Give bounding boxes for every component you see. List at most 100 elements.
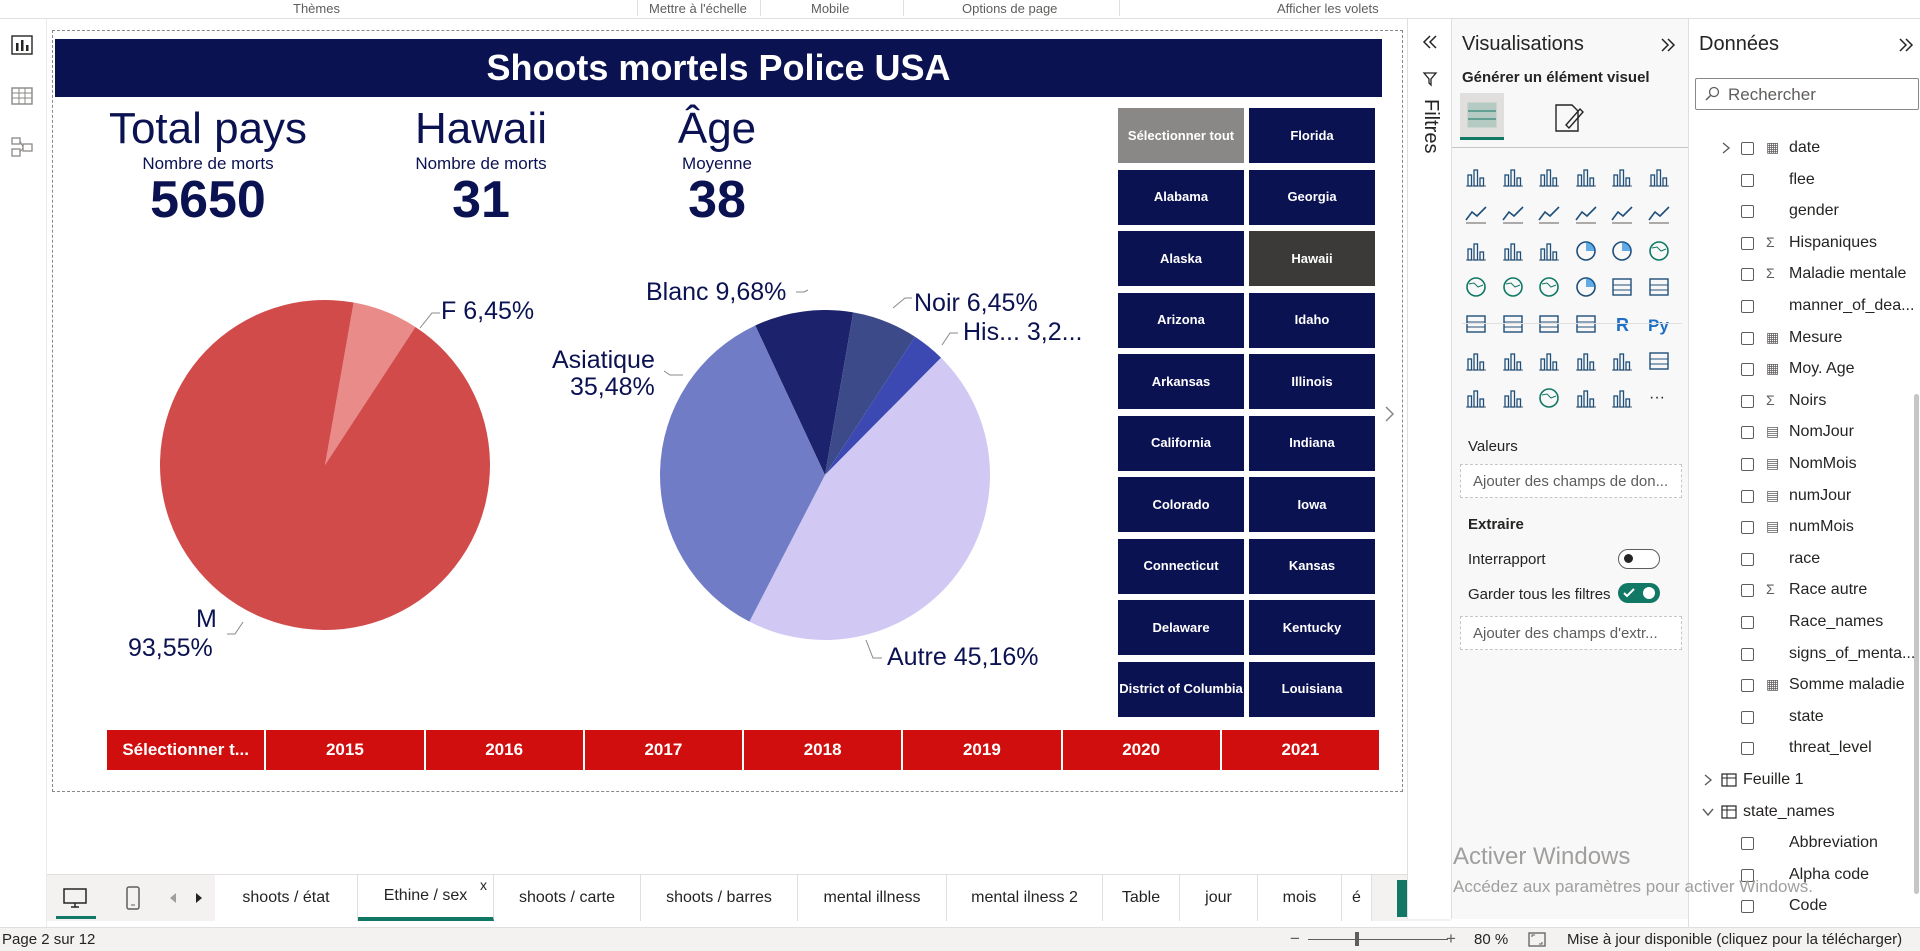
area-chart-icon[interactable]	[1501, 202, 1527, 228]
zoom-in-button[interactable]: +	[1446, 929, 1456, 948]
state-slicer-item[interactable]: Arkansas	[1117, 353, 1245, 410]
build-visual-tab[interactable]	[1460, 93, 1504, 140]
state-slicer-item[interactable]: District of Columbia	[1117, 660, 1245, 718]
race-pie-chart[interactable]	[660, 310, 996, 646]
page-tab[interactable]: Table	[1103, 875, 1180, 921]
pie-slice-noir[interactable]	[825, 312, 916, 475]
field-checkbox[interactable]	[1741, 616, 1754, 629]
page-options-button[interactable]: Options de page	[962, 1, 1058, 16]
power-automate-icon[interactable]	[1501, 386, 1527, 412]
data-field-row[interactable]: ▦ Mesure	[1689, 324, 1914, 352]
stacked-bar-icon[interactable]	[1464, 165, 1490, 191]
kpi-card-age[interactable]: Âge Moyenne 38	[637, 104, 797, 230]
field-checkbox[interactable]	[1741, 331, 1754, 345]
field-checkbox[interactable]	[1741, 900, 1754, 914]
100-bar-icon[interactable]	[1610, 165, 1636, 191]
collapse-right-icon[interactable]	[1659, 37, 1677, 53]
data-field-row[interactable]: Alpha code	[1689, 861, 1914, 889]
year-slicer-item[interactable]: 2020	[1062, 730, 1222, 770]
r-visual-icon[interactable]: R	[1610, 312, 1636, 338]
data-field-row[interactable]: ▤ NomJour	[1689, 418, 1914, 446]
field-checkbox[interactable]	[1741, 521, 1754, 535]
state-slicer-item[interactable]: Colorado	[1117, 476, 1245, 533]
pie-slice-his[interactable]	[825, 336, 942, 475]
data-field-row[interactable]: Abbreviation	[1689, 829, 1914, 857]
state-slicer-item[interactable]: Sélectionner tout	[1117, 107, 1245, 164]
data-field-row[interactable]: ▦ Moy. Age	[1689, 355, 1914, 383]
data-field-row[interactable]: manner_of_dea...	[1689, 292, 1914, 320]
pie-slice-blanc[interactable]	[755, 310, 854, 475]
gauge-icon[interactable]	[1574, 275, 1600, 301]
narrative-icon[interactable]	[1574, 349, 1600, 375]
key-influencers-icon[interactable]	[1464, 349, 1490, 375]
cross-report-toggle[interactable]	[1618, 549, 1660, 569]
zoom-slider-track[interactable]	[1308, 939, 1448, 940]
field-checkbox[interactable]	[1741, 679, 1754, 693]
themes-button[interactable]: Thèmes	[293, 1, 340, 16]
pie-slice-f[interactable]	[325, 302, 416, 465]
data-pane-scrollbar[interactable]	[1914, 394, 1919, 894]
mobile-button[interactable]: Mobile	[811, 1, 850, 16]
line-column-icon[interactable]	[1574, 202, 1600, 228]
tab-close-icon[interactable]: x	[480, 877, 487, 893]
treemap-icon[interactable]	[1647, 239, 1673, 265]
year-slicer-item[interactable]: 2017	[584, 730, 744, 770]
year-slicer-item[interactable]: Sélectionner t...	[107, 730, 267, 770]
zoom-out-button[interactable]: −	[1290, 929, 1300, 948]
slicer-icon[interactable]	[1501, 312, 1527, 338]
clustered-bar-icon[interactable]	[1537, 165, 1563, 191]
show-panes-button[interactable]: Afficher les volets	[1277, 1, 1379, 16]
field-checkbox[interactable]	[1741, 363, 1754, 377]
pie-slice-asiatique[interactable]	[660, 325, 825, 622]
page-tab[interactable]: mental ilness 2	[947, 875, 1103, 921]
chevron-right-icon[interactable]	[1701, 773, 1715, 787]
expand-left-icon[interactable]	[1421, 34, 1439, 50]
data-field-row[interactable]: ▦ Somme maladie	[1689, 671, 1914, 699]
data-field-row[interactable]: signs_of_menta...	[1689, 640, 1915, 668]
field-checkbox[interactable]	[1741, 142, 1754, 155]
state-slicer-item[interactable]: Alaska	[1117, 230, 1245, 287]
data-field-row[interactable]: gender	[1689, 197, 1914, 225]
state-slicer-item[interactable]: Connecticut	[1117, 537, 1245, 595]
state-slicer-item[interactable]: Arizona	[1117, 291, 1245, 349]
field-checkbox[interactable]	[1741, 426, 1754, 440]
state-slicer-item[interactable]: Hawaii	[1248, 230, 1376, 287]
field-checkbox[interactable]	[1741, 710, 1754, 724]
scatter-icon[interactable]	[1537, 239, 1563, 265]
data-field-row[interactable]: Code	[1689, 892, 1914, 920]
map-icon[interactable]	[1464, 275, 1490, 301]
state-slicer-item[interactable]: Illinois	[1248, 353, 1376, 410]
update-notice[interactable]: Mise à jour disponible (cliquez pour la …	[1567, 931, 1903, 948]
matrix-icon[interactable]	[1574, 312, 1600, 338]
data-field-row[interactable]: flee	[1689, 166, 1914, 194]
stacked-column-icon[interactable]	[1501, 165, 1527, 191]
multirow-card-icon[interactable]	[1647, 275, 1673, 301]
pie-slice-m[interactable]	[160, 300, 490, 630]
more-visuals-icon[interactable]: ···	[1647, 386, 1673, 412]
state-slicer-item[interactable]: California	[1117, 414, 1245, 472]
arcgis-icon[interactable]	[1537, 386, 1563, 412]
filters-label[interactable]: Filtres	[1420, 99, 1442, 154]
100-column-icon[interactable]	[1647, 165, 1673, 191]
state-slicer-item[interactable]: Kentucky	[1248, 599, 1376, 656]
field-checkbox[interactable]	[1741, 837, 1754, 851]
data-field-row[interactable]: Σ Hispaniques	[1689, 229, 1914, 257]
pie-chart-icon[interactable]	[1574, 239, 1600, 265]
page-tab[interactable]: mois	[1258, 875, 1342, 921]
page-tab[interactable]: shoots / état	[215, 875, 358, 921]
data-field-row[interactable]: Σ Maladie mentale	[1689, 260, 1914, 288]
year-slicer-item[interactable]: 2016	[425, 730, 585, 770]
field-checkbox[interactable]	[1741, 268, 1754, 282]
chevron-down-icon[interactable]	[1701, 805, 1715, 819]
year-slicer-item[interactable]: 2015	[266, 730, 426, 770]
state-slicer-item[interactable]: Georgia	[1248, 168, 1376, 226]
data-field-row[interactable]: Σ Noirs	[1689, 387, 1914, 415]
state-slicer-item[interactable]: Kansas	[1248, 537, 1376, 595]
state-slicer-item[interactable]: Louisiana	[1248, 660, 1376, 718]
search-box[interactable]: Rechercher	[1695, 78, 1919, 110]
page-tab[interactable]: jour	[1180, 875, 1258, 921]
report-view-icon[interactable]	[10, 33, 34, 57]
state-slicer-item[interactable]: Iowa	[1248, 476, 1376, 533]
state-slicer-item[interactable]: Idaho	[1248, 291, 1376, 349]
field-checkbox[interactable]	[1741, 552, 1754, 566]
